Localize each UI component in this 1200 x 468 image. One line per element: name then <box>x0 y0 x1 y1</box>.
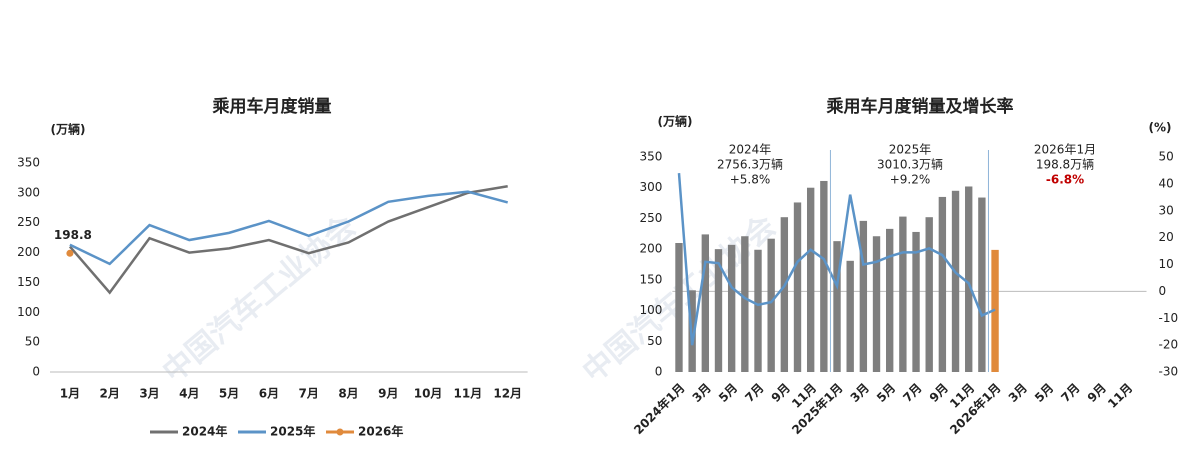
legend-label: 2024年 <box>182 424 227 439</box>
annotation: 3010.3万辆 <box>877 158 943 172</box>
y2-tick-label: 0 <box>1159 284 1167 298</box>
x-tick-label: 9月 <box>378 387 398 401</box>
bar <box>965 186 973 372</box>
y2-tick-label: -20 <box>1159 338 1179 352</box>
bar <box>754 249 762 372</box>
x-tick-label: 3月 <box>848 381 872 405</box>
data-label: 198.8 <box>54 228 92 242</box>
x-tick-label: 5月 <box>219 387 239 401</box>
point <box>66 249 74 257</box>
x-tick-label: 3月 <box>139 387 159 401</box>
y-tick-label: 100 <box>639 303 662 317</box>
y2-tick-label: -30 <box>1159 365 1179 379</box>
bar <box>886 228 894 372</box>
annotation: 198.8万辆 <box>1036 158 1094 172</box>
bar <box>727 244 736 372</box>
bar <box>714 249 723 372</box>
annotation: 2026年1月 <box>1034 143 1096 157</box>
y-tick-label: 300 <box>639 180 662 194</box>
annotation: -6.8% <box>1046 173 1084 187</box>
x-tick-label: 12月 <box>493 387 522 401</box>
y2-tick-label: 30 <box>1159 203 1174 217</box>
bar <box>938 196 947 372</box>
annotation: 2024年 <box>729 143 772 157</box>
bar <box>833 241 841 372</box>
y-tick-label: 350 <box>17 156 40 170</box>
bar <box>846 260 854 372</box>
bar <box>767 238 775 372</box>
y-tick-label: 200 <box>17 245 40 259</box>
bar <box>820 180 828 372</box>
y2-tick-label: 20 <box>1159 230 1174 244</box>
annotation: 2756.3万辆 <box>717 158 783 172</box>
x-tick-label: 5月 <box>716 381 740 405</box>
y-tick-label: 200 <box>639 242 662 256</box>
bar <box>780 217 789 372</box>
y-tick-label: 250 <box>17 215 40 229</box>
annotation: +5.8% <box>730 173 771 187</box>
x-tick-label: 8月 <box>338 387 358 401</box>
y-tick-label: 300 <box>17 185 40 199</box>
y-axis-label: (万辆) <box>658 114 693 129</box>
y2-tick-label: 40 <box>1159 176 1174 190</box>
x-tick-label: 2月 <box>100 387 120 401</box>
x-tick-label: 1月 <box>60 387 80 401</box>
y2-tick-label: 10 <box>1159 257 1174 271</box>
bar <box>912 231 920 372</box>
x-tick-label: 6月 <box>259 387 279 401</box>
x-tick-label: 11月 <box>454 387 483 401</box>
x-tick-label: 2024年1月 <box>630 380 687 437</box>
bar <box>899 216 907 372</box>
x-tick-label: 4月 <box>179 387 199 401</box>
y2-tick-label: 50 <box>1159 150 1174 164</box>
legend-label: 2025年 <box>270 424 315 439</box>
y-tick-label: 50 <box>647 334 662 348</box>
y-tick-label: 0 <box>655 365 663 379</box>
line <box>68 185 508 295</box>
y-tick-label: 50 <box>25 335 40 349</box>
chart-title: 乘用车月度销量 <box>212 96 332 117</box>
annotation: +9.2% <box>890 173 931 187</box>
x-tick-label: 5月 <box>874 381 898 405</box>
y-tick-label: 250 <box>639 211 662 225</box>
line <box>69 190 509 266</box>
chart-title: 乘用车月度销量及增长率 <box>826 96 1014 117</box>
bar <box>859 220 868 372</box>
legend-marker <box>336 428 344 436</box>
annotation: 2025年 <box>889 143 932 157</box>
x-tick-label: 3月 <box>690 381 714 405</box>
x-tick-label: 11月 <box>1105 381 1135 411</box>
watermark: 中国汽车工业协会 <box>156 209 362 390</box>
bar <box>675 243 683 372</box>
y2-tick-label: -10 <box>1159 311 1179 325</box>
y-tick-label: 350 <box>639 150 662 164</box>
y-axis-label: (万辆) <box>51 122 86 137</box>
line <box>677 173 996 346</box>
bar <box>793 202 802 372</box>
y-tick-label: 0 <box>32 365 40 379</box>
x-tick-label: 5月 <box>1032 381 1056 405</box>
y-tick-label: 150 <box>17 275 40 289</box>
x-tick-label: 7月 <box>900 381 924 405</box>
bar <box>806 187 815 372</box>
x-tick-label: 7月 <box>1058 381 1082 405</box>
y2-axis-label: (%) <box>1149 121 1172 135</box>
x-tick-label: 7月 <box>742 381 766 405</box>
x-tick-label: 3月 <box>1006 381 1030 405</box>
bar <box>741 236 749 372</box>
x-tick-label: 7月 <box>299 387 319 401</box>
y-tick-label: 150 <box>639 272 662 286</box>
legend-label: 2026年 <box>358 424 403 439</box>
y-tick-label: 100 <box>17 305 40 319</box>
bar <box>872 236 881 372</box>
x-tick-label: 10月 <box>414 387 443 401</box>
bar <box>701 234 710 372</box>
bar <box>925 217 933 372</box>
bar <box>978 197 986 372</box>
bar <box>951 190 960 372</box>
